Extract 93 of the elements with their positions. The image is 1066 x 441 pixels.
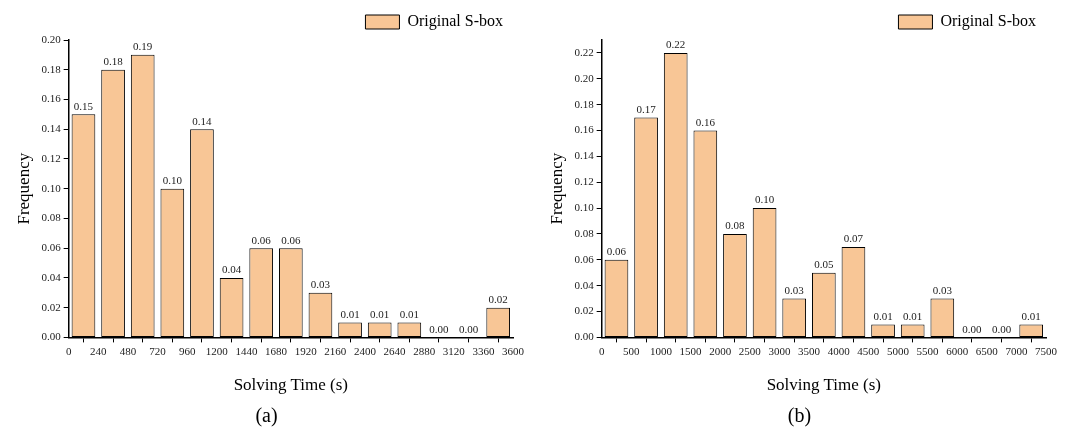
x-tick-label: 1000 — [649, 344, 673, 357]
y-tick-label: 0.18 — [41, 62, 62, 75]
y-tick-label: 0.10 — [41, 181, 62, 194]
data-label: 0.03 — [310, 278, 331, 291]
x-tick-label: 3600 — [502, 344, 525, 357]
x-tick-label: 1500 — [679, 344, 703, 357]
x-tick-label: 2400 — [353, 344, 377, 357]
x-tick-label: 480 — [119, 344, 137, 357]
y-tick-label: 0.14 — [574, 149, 595, 162]
x-tick-label: 0 — [598, 344, 605, 357]
x-tick-label: 1920 — [294, 344, 318, 357]
y-axis-title: Frequency — [13, 152, 33, 225]
x-tick-label: 6500 — [975, 344, 999, 357]
y-tick-label: 0.00 — [41, 330, 62, 343]
data-label: 0.04 — [221, 263, 242, 276]
x-axis-title: Solving Time (s) — [233, 375, 348, 395]
x-tick-label: 7000 — [1005, 344, 1028, 357]
data-label: 0.00 — [962, 322, 983, 335]
x-tick-label: 7500 — [1035, 344, 1058, 357]
y-tick-label: 0.20 — [574, 71, 595, 84]
x-tick-label: 1680 — [265, 344, 288, 357]
y-tick-label: 0.02 — [41, 300, 61, 313]
x-tick-label: 5500 — [916, 344, 940, 357]
y-tick-label: 0.18 — [574, 97, 595, 110]
y-tick-label: 0.10 — [574, 200, 595, 213]
x-tick-label: 1200 — [205, 344, 229, 357]
data-label: 0.14 — [192, 114, 213, 127]
data-label: 0.18 — [103, 55, 124, 68]
data-label: 0.16 — [695, 115, 716, 128]
y-tick-label: 0.08 — [574, 226, 595, 239]
data-label: 0.01 — [340, 307, 360, 320]
x-tick-label: 4000 — [827, 344, 851, 357]
data-label: 0.01 — [399, 307, 419, 320]
x-tick-label: 720 — [149, 344, 167, 357]
data-label: 0.03 — [932, 284, 953, 296]
data-label: 0.00 — [458, 322, 479, 335]
x-tick-label: 2500 — [738, 344, 762, 357]
y-tick-label: 0.00 — [574, 330, 595, 343]
data-label: 0.08 — [725, 219, 746, 232]
data-label: 0.10 — [754, 193, 775, 206]
x-tick-label: 2880 — [413, 344, 436, 357]
y-axis-title: Frequency — [546, 152, 566, 225]
y-tick-label: 0.08 — [41, 211, 62, 224]
data-label: 0.05 — [814, 258, 834, 271]
legend-label: Original S-box — [940, 12, 1036, 31]
y-tick-label: 0.02 — [574, 304, 594, 317]
y-tick-label: 0.22 — [574, 45, 594, 58]
x-tick-label: 2000 — [709, 344, 732, 357]
data-label: 0.03 — [784, 284, 805, 296]
y-tick-label: 0.06 — [574, 252, 595, 265]
x-tick-label: 3360 — [472, 344, 495, 357]
y-tick-label: 0.16 — [574, 123, 595, 136]
data-label: 0.06 — [606, 245, 627, 258]
y-tick-label: 0.06 — [41, 241, 62, 254]
x-tick-label: 6000 — [946, 344, 969, 357]
x-axis-title: Solving Time (s) — [766, 375, 881, 395]
y-tick-label: 0.04 — [41, 270, 62, 283]
y-tick-label: 0.14 — [41, 122, 62, 135]
y-tick-label: 0.12 — [41, 151, 61, 164]
x-tick-label: 5000 — [886, 344, 910, 357]
x-tick-label: 500 — [623, 344, 641, 357]
text: (b) — [786, 403, 813, 429]
x-tick-label: 240 — [90, 344, 108, 357]
data-label: 0.02 — [488, 293, 508, 306]
text: (a) — [254, 403, 279, 429]
data-label: 0.22 — [666, 38, 686, 51]
x-tick-label: 4500 — [857, 344, 880, 357]
data-label: 0.01 — [873, 309, 893, 322]
y-tick-label: 0.16 — [41, 92, 62, 105]
data-label: 0.01 — [903, 309, 923, 322]
data-label: 0.01 — [370, 307, 390, 320]
x-tick-label: 3500 — [798, 344, 821, 357]
x-tick-label: 2640 — [383, 344, 407, 357]
y-tick-label: 0.20 — [41, 32, 62, 45]
x-tick-label: 3120 — [442, 344, 466, 357]
data-label: 0.10 — [162, 174, 183, 187]
legend-label: Original S-box — [407, 12, 503, 31]
data-label: 0.06 — [251, 233, 272, 246]
x-tick-label: 960 — [178, 344, 196, 357]
x-tick-label: 2160 — [324, 344, 347, 357]
data-label: 0.00 — [991, 322, 1012, 335]
data-label: 0.07 — [843, 232, 864, 245]
data-label: 0.01 — [1021, 309, 1041, 322]
data-label: 0.19 — [133, 40, 153, 53]
x-tick-label: 0 — [65, 344, 72, 357]
x-tick-label: 3000 — [768, 344, 791, 357]
x-tick-label: 1440 — [235, 344, 258, 357]
data-label: 0.15 — [73, 99, 94, 112]
y-tick-label: 0.12 — [574, 175, 594, 188]
data-label: 0.06 — [281, 233, 301, 246]
data-label: 0.00 — [429, 322, 450, 335]
data-label: 0.17 — [636, 102, 657, 115]
y-tick-label: 0.04 — [574, 278, 595, 291]
